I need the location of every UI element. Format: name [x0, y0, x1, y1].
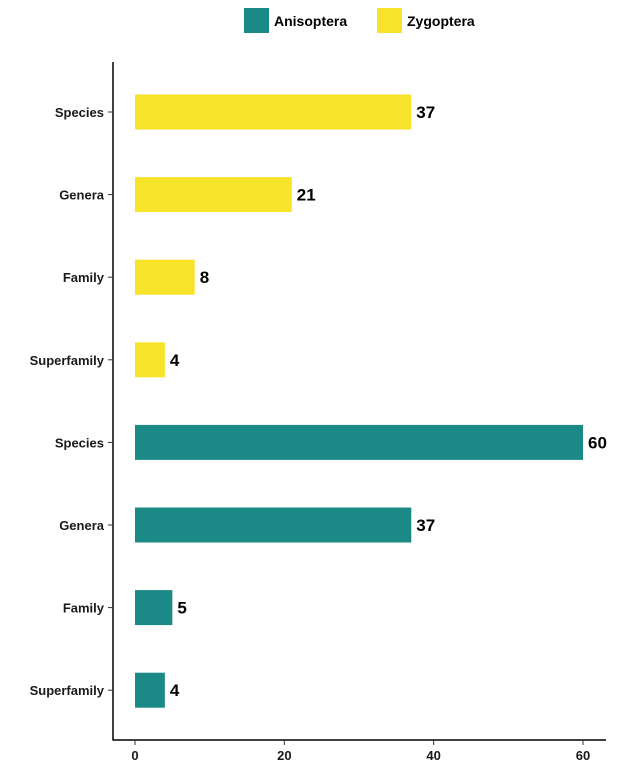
y-tick-label-zygoptera-species: Species — [55, 105, 104, 120]
value-label-zygoptera-species: 37 — [416, 103, 435, 122]
y-tick-label-anisoptera-genera: Genera — [59, 518, 105, 533]
bar-anisoptera-superfamily — [135, 672, 165, 708]
y-tick-label-zygoptera-genera: Genera — [59, 188, 105, 203]
value-label-zygoptera-family: 8 — [200, 268, 209, 287]
x-tick-label-60: 60 — [576, 748, 590, 763]
legend-label-zygoptera: Zygoptera — [407, 13, 475, 29]
legend-swatch-zygoptera — [377, 8, 402, 33]
y-tick-label-zygoptera-superfamily: Superfamily — [30, 353, 105, 368]
axes: 0 20 40 60 Species Genera Family Superfamily Spe… — [30, 62, 606, 763]
y-tick-label-anisoptera-species: Species — [55, 435, 104, 450]
x-tick-label-0: 0 — [131, 748, 138, 763]
value-label-anisoptera-superfamily: 4 — [170, 681, 180, 700]
value-label-anisoptera-genera: 37 — [416, 516, 435, 535]
y-tick-label-anisoptera-family: Family — [63, 601, 105, 616]
value-label-anisoptera-family: 5 — [177, 599, 186, 618]
bar-anisoptera-species — [135, 424, 583, 460]
legend-swatch-anisoptera — [244, 8, 269, 33]
legend: Anisoptera Zygoptera — [244, 8, 475, 33]
bar-anisoptera-genera — [135, 507, 412, 543]
bar-anisoptera-family — [135, 590, 173, 626]
value-label-zygoptera-superfamily: 4 — [170, 351, 180, 370]
x-tick-label-40: 40 — [426, 748, 440, 763]
bar-zygoptera-superfamily — [135, 342, 165, 378]
bar-zygoptera-species — [135, 94, 412, 130]
x-tick-label-20: 20 — [277, 748, 291, 763]
legend-label-anisoptera: Anisoptera — [274, 13, 347, 29]
value-label-zygoptera-genera: 21 — [297, 186, 316, 205]
bars: 37 21 8 4 60 37 5 4 — [135, 94, 607, 708]
y-tick-label-anisoptera-superfamily: Superfamily — [30, 683, 105, 698]
value-label-anisoptera-species: 60 — [588, 433, 607, 452]
y-tick-label-zygoptera-family: Family — [63, 270, 105, 285]
bar-zygoptera-genera — [135, 177, 292, 213]
bar-zygoptera-family — [135, 259, 195, 295]
